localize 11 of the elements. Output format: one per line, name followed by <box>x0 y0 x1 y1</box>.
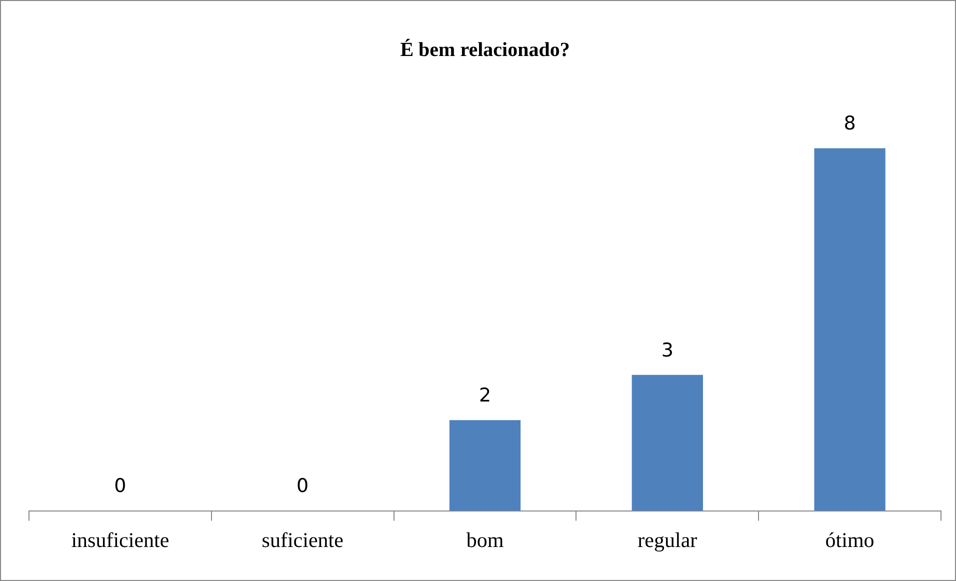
x-tick-label: insuficiente <box>71 528 170 552</box>
data-label: 2 <box>478 384 492 407</box>
x-tick-label: bom <box>466 528 504 552</box>
x-tick-label: ótimo <box>825 528 874 552</box>
data-label: 0 <box>114 475 126 498</box>
chart-title: É bem relacionado? <box>400 38 570 62</box>
data-label: 3 <box>661 339 674 362</box>
x-tick-label: suficiente <box>262 528 344 552</box>
data-label: 0 <box>296 475 309 498</box>
data-label: 8 <box>844 112 856 135</box>
x-tick-label: regular <box>638 528 698 552</box>
